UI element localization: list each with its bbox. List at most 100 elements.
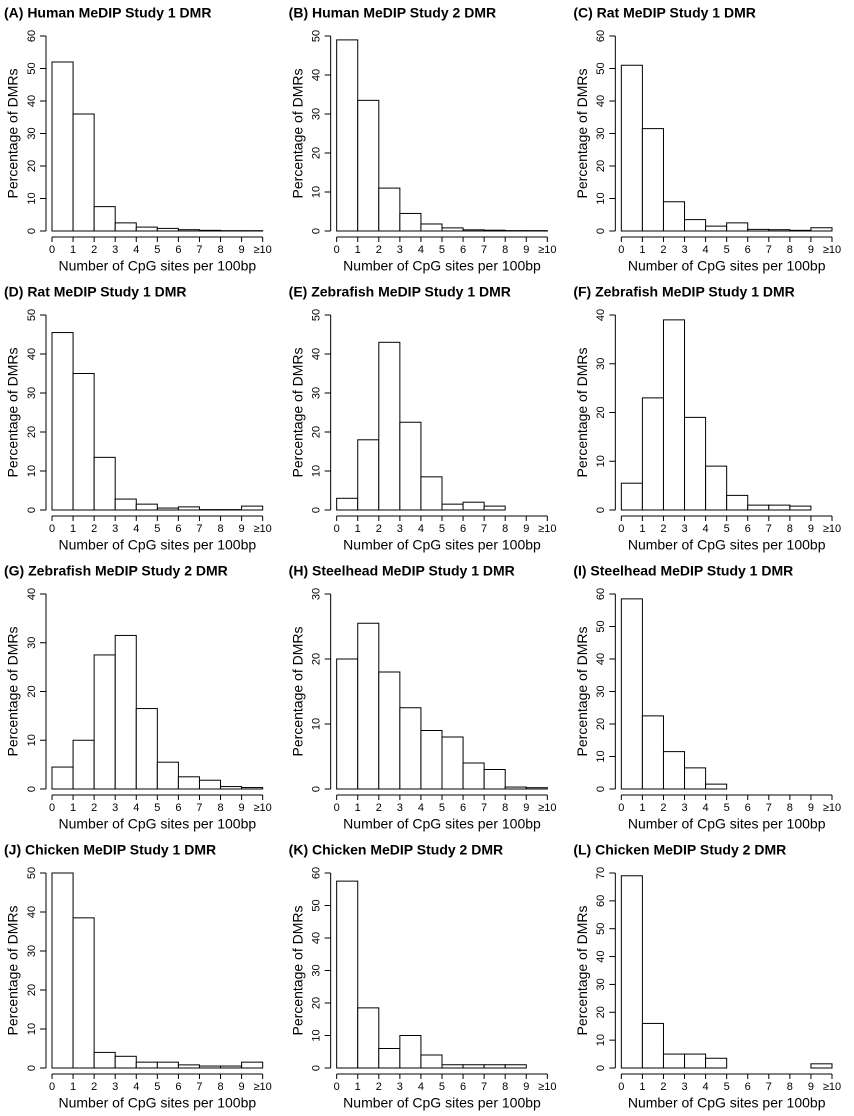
x-tick-label: 3 bbox=[112, 244, 118, 256]
y-tick-label: 0 bbox=[311, 786, 323, 792]
bar bbox=[747, 504, 770, 511]
x-tick-label: 4 bbox=[133, 802, 139, 814]
y-axis-label: Percentage of DMRs bbox=[289, 69, 305, 199]
y-tick-label: 0 bbox=[595, 786, 607, 792]
x-tick-label: 6 bbox=[460, 523, 466, 535]
y-axis-label: Percentage of DMRs bbox=[289, 348, 305, 478]
bar bbox=[662, 319, 686, 511]
bar bbox=[768, 229, 791, 232]
y-tick-label: 50 bbox=[26, 867, 38, 879]
bar bbox=[789, 229, 812, 232]
y-tick-label: 20 bbox=[595, 1006, 607, 1018]
y-tick-label: 50 bbox=[595, 62, 607, 74]
bar bbox=[726, 494, 749, 511]
y-tick-label: 20 bbox=[311, 653, 323, 665]
panel-title: (K) Chicken MeDIP Study 2 DMR bbox=[289, 842, 503, 858]
x-tick-label: 6 bbox=[175, 523, 181, 535]
x-tick-label: 1 bbox=[355, 802, 361, 814]
x-tick-label: 6 bbox=[745, 802, 751, 814]
x-tick-label: 5 bbox=[724, 802, 730, 814]
x-tick-label: 3 bbox=[397, 244, 403, 256]
y-tick-label: 40 bbox=[311, 932, 323, 944]
panel-title: (I) Steelhead MeDIP Study 1 DMR bbox=[573, 563, 793, 579]
x-tick-label: ≥10 bbox=[254, 523, 272, 535]
bar bbox=[705, 225, 728, 232]
x-tick-label: 8 bbox=[787, 523, 793, 535]
y-tick-label: 0 bbox=[26, 1065, 38, 1071]
x-axis-label: Number of CpG sites per 100bp bbox=[59, 1095, 257, 1111]
x-tick-label: 8 bbox=[502, 1081, 508, 1093]
bar bbox=[378, 1048, 401, 1069]
bar bbox=[177, 229, 200, 232]
y-tick-label: 30 bbox=[311, 387, 323, 399]
x-tick-label: 5 bbox=[154, 802, 160, 814]
x-tick-label: 6 bbox=[175, 802, 181, 814]
y-tick-label: 60 bbox=[311, 867, 323, 879]
bar bbox=[135, 503, 158, 511]
x-tick-label: 2 bbox=[376, 523, 382, 535]
x-axis-label: Number of CpG sites per 100bp bbox=[59, 816, 257, 832]
bar bbox=[156, 507, 179, 511]
x-tick-label: 8 bbox=[217, 244, 223, 256]
x-tick-label: 7 bbox=[196, 802, 202, 814]
x-tick-label: 6 bbox=[460, 802, 466, 814]
x-tick-label: 1 bbox=[355, 244, 361, 256]
bar bbox=[135, 226, 158, 232]
bar bbox=[241, 787, 264, 790]
y-tick-label: 20 bbox=[595, 406, 607, 418]
x-tick-label: ≥10 bbox=[823, 802, 841, 814]
bar bbox=[198, 779, 222, 790]
y-tick-label: 40 bbox=[311, 348, 323, 360]
x-tick-label: 7 bbox=[766, 802, 772, 814]
y-tick-label: 60 bbox=[595, 30, 607, 42]
x-axis-label: Number of CpG sites per 100bp bbox=[343, 816, 541, 832]
bar bbox=[135, 708, 158, 790]
bar bbox=[705, 465, 728, 511]
x-tick-label: 1 bbox=[639, 523, 645, 535]
x-tick-label: 7 bbox=[766, 523, 772, 535]
y-tick-label: 40 bbox=[26, 906, 38, 918]
x-tick-label: 5 bbox=[154, 523, 160, 535]
bar bbox=[336, 497, 359, 511]
x-tick-label: 2 bbox=[660, 802, 666, 814]
x-tick-label: 7 bbox=[481, 802, 487, 814]
panel-title: (J) Chicken MeDIP Study 1 DMR bbox=[4, 842, 216, 858]
bar bbox=[378, 671, 401, 790]
x-tick-label: ≥10 bbox=[254, 244, 272, 256]
x-tick-label: 5 bbox=[724, 523, 730, 535]
x-tick-label: ≥10 bbox=[823, 244, 841, 256]
y-tick-label: 10 bbox=[311, 465, 323, 477]
x-tick-label: 9 bbox=[239, 523, 245, 535]
y-tick-label: 40 bbox=[595, 950, 607, 962]
x-tick-label: 1 bbox=[639, 1081, 645, 1093]
x-tick-label: 6 bbox=[745, 244, 751, 256]
y-tick-label: 0 bbox=[311, 228, 323, 234]
y-tick-label: 0 bbox=[595, 1065, 607, 1071]
bar bbox=[51, 872, 74, 1069]
y-tick-label: 40 bbox=[595, 95, 607, 107]
y-tick-label: 0 bbox=[26, 786, 38, 792]
y-tick-label: 50 bbox=[26, 62, 38, 74]
x-tick-label: 9 bbox=[808, 523, 814, 535]
x-tick-label: 5 bbox=[154, 1081, 160, 1093]
panel-title: (D) Rat MeDIP Study 1 DMR bbox=[4, 284, 187, 300]
panel: (H) Steelhead MeDIP Study 1 DMR Percentag… bbox=[289, 563, 557, 832]
x-axis-label: Number of CpG sites per 100bp bbox=[628, 537, 826, 553]
bar bbox=[810, 227, 833, 232]
bar bbox=[620, 875, 643, 1069]
x-tick-label: 4 bbox=[133, 1081, 139, 1093]
x-tick-label: 3 bbox=[681, 1081, 687, 1093]
bar bbox=[641, 1022, 664, 1069]
y-tick-label: 10 bbox=[311, 718, 323, 730]
panel: (L) Chicken MeDIP Study 2 DMR Percentage … bbox=[573, 842, 841, 1111]
y-tick-label: 0 bbox=[311, 507, 323, 513]
y-tick-label: 40 bbox=[311, 69, 323, 81]
bar bbox=[378, 341, 401, 511]
x-tick-label: 9 bbox=[808, 802, 814, 814]
bar bbox=[662, 751, 686, 790]
x-tick-label: 0 bbox=[618, 802, 624, 814]
panel: (I) Steelhead MeDIP Study 1 DMR Percentag… bbox=[573, 563, 841, 832]
bar bbox=[420, 1054, 443, 1069]
panel-title: (F) Zebrafish MeDIP Study 1 DMR bbox=[573, 284, 794, 300]
